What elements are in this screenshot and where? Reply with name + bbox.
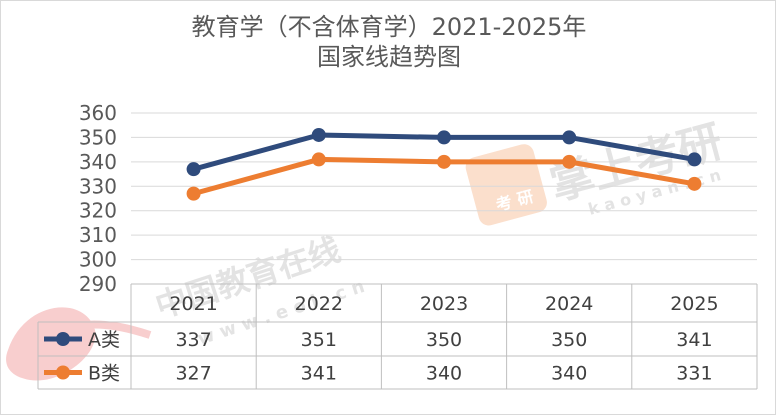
- data-table: 2021 2022 2023 2024 2025 A类 337 351 350 350 341 B类 3…: [37, 283, 758, 390]
- chart-title: 教育学（不含体育学）2021-2025年 国家线趋势图: [0, 12, 778, 72]
- legend-label: B类: [88, 363, 120, 385]
- table-value: 341: [676, 329, 712, 351]
- badge-char-2: 研: [515, 187, 535, 209]
- data-point: [311, 152, 326, 167]
- eol-logo-watermark: [6, 307, 152, 381]
- data-point: [437, 130, 451, 145]
- y-tick-label: 300: [79, 248, 117, 272]
- table-value: 340: [551, 363, 587, 385]
- y-tick-label: 330: [79, 174, 117, 198]
- x-category-label: 2021: [169, 293, 217, 315]
- data-point: [687, 152, 702, 167]
- table-value: 337: [175, 329, 211, 351]
- series-lines: [186, 127, 702, 201]
- y-tick-label: 360: [79, 101, 117, 125]
- x-category-label: 2023: [420, 293, 468, 315]
- data-point: [562, 130, 577, 145]
- data-point: [186, 162, 201, 177]
- table-value: 327: [175, 363, 211, 385]
- chart-title-line2: 国家线趋势图: [317, 43, 461, 71]
- y-tick-label: 350: [79, 125, 117, 149]
- data-point: [311, 127, 326, 142]
- data-point: [562, 154, 577, 169]
- x-category-label: 2025: [670, 293, 718, 315]
- table-value: 341: [301, 363, 337, 385]
- table-value: 350: [426, 329, 462, 351]
- x-category-label: 2024: [545, 293, 593, 315]
- y-tick-label: 290: [79, 272, 117, 296]
- y-tick-label: 340: [79, 150, 117, 174]
- y-tick-label: 320: [79, 199, 117, 223]
- legend-label: A类: [88, 329, 120, 351]
- chart-title-line1: 教育学（不含体育学）2021-2025年: [191, 13, 587, 41]
- data-point: [186, 186, 201, 201]
- table-value: 350: [551, 329, 587, 351]
- table-value: 351: [301, 329, 337, 351]
- legend-marker: [56, 332, 70, 346]
- y-tick-label: 310: [79, 223, 117, 247]
- data-point: [437, 154, 451, 169]
- badge-char-1: 考: [494, 192, 514, 214]
- legend-marker: [56, 365, 70, 380]
- table-value: 331: [676, 363, 712, 385]
- table-value: 340: [426, 363, 462, 385]
- x-category-label: 2022: [295, 293, 343, 315]
- kaoyan-badge-watermark: 考 研: [465, 144, 547, 226]
- data-point: [687, 176, 702, 191]
